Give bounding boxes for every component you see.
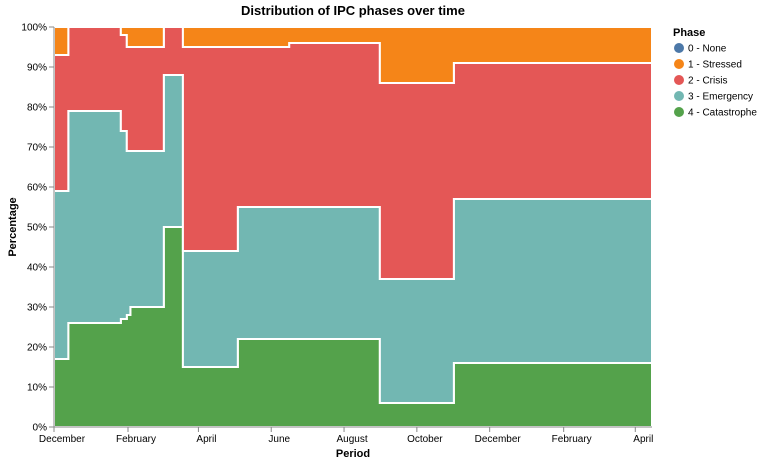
- legend-label-3: 3 - Emergency: [688, 92, 753, 103]
- y-tick-label-10: 100%: [21, 23, 47, 34]
- legend-label-0: 0 - None: [688, 44, 727, 55]
- y-axis-title: Percentage: [7, 197, 19, 256]
- legend-label-2: 2 - Crisis: [688, 76, 727, 87]
- y-tick-label-9: 90%: [27, 63, 47, 74]
- y-tick-label-2: 20%: [27, 343, 47, 354]
- legend-title: Phase: [673, 27, 705, 39]
- x-tick-label-7: February: [552, 434, 592, 445]
- legend-swatch-2: [674, 75, 684, 85]
- x-axis: December February April June August October De…: [39, 426, 653, 445]
- x-tick-label-4: August: [336, 434, 367, 445]
- chart-title: Distribution of IPC phases over time: [241, 3, 465, 18]
- x-tick-label-2: April: [196, 434, 216, 445]
- legend: Phase 0 - None 1 - Stressed 2 - Crisis 3 - …: [673, 27, 757, 119]
- legend-label-4: 4 - Catastrophe: [688, 108, 757, 119]
- legend-swatch-4: [674, 107, 684, 117]
- y-tick-label-6: 60%: [27, 183, 47, 194]
- y-axis: 0% 10% 20% 30% 40% 50% 60% 70% 80% 90% 100%: [21, 23, 55, 434]
- legend-label-1: 1 - Stressed: [688, 60, 742, 71]
- x-tick-label-1: February: [116, 434, 156, 445]
- y-tick-label-5: 50%: [27, 223, 47, 234]
- x-tick-label-8: April: [633, 434, 653, 445]
- y-tick-label-7: 70%: [27, 143, 47, 154]
- area-series-4: [53, 26, 653, 84]
- x-tick-label-3: June: [268, 434, 290, 445]
- x-tick-label-5: October: [407, 434, 443, 445]
- y-tick-label-4: 40%: [27, 263, 47, 274]
- y-tick-label-3: 30%: [27, 303, 47, 314]
- x-tick-label-6: December: [475, 434, 522, 445]
- legend-swatch-3: [674, 91, 684, 101]
- y-tick-label-0: 0%: [33, 423, 48, 434]
- y-tick-label-8: 80%: [27, 103, 47, 114]
- x-tick-label-0: December: [39, 434, 86, 445]
- y-tick-label-1: 10%: [27, 383, 47, 394]
- plot-area: [53, 26, 653, 428]
- legend-swatch-1: [674, 59, 684, 69]
- legend-swatch-0: [674, 43, 684, 53]
- x-axis-title: Period: [336, 448, 370, 460]
